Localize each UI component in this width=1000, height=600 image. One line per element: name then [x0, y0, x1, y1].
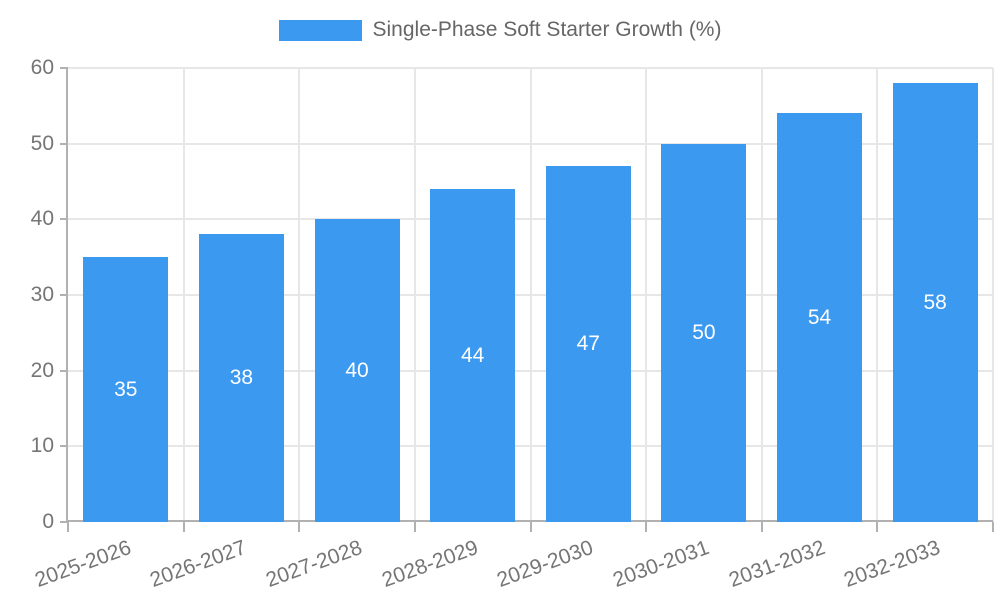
y-tick-label: 20 — [30, 358, 54, 382]
y-tick-mark — [60, 142, 68, 145]
gridline-vertical — [992, 68, 994, 522]
bar: 35 — [83, 257, 169, 522]
gridline-vertical — [413, 68, 416, 522]
y-tick-label: 40 — [30, 207, 54, 231]
bar-value-label: 38 — [229, 366, 254, 390]
x-tick-mark — [298, 522, 301, 532]
x-tick-mark — [992, 522, 994, 532]
gridline-vertical — [298, 68, 301, 522]
bar: 38 — [198, 234, 284, 522]
bar-value-label: 35 — [114, 377, 138, 401]
y-tick-mark — [60, 369, 68, 372]
bar: 58 — [892, 83, 978, 522]
x-tick-mark — [760, 522, 763, 532]
y-tick-mark — [60, 218, 68, 221]
bar-value-label: 44 — [461, 343, 485, 367]
x-axis-line — [68, 520, 993, 522]
x-tick-mark — [645, 522, 648, 532]
bar-value-label: 40 — [345, 358, 369, 382]
gridline-vertical — [876, 68, 879, 522]
x-tick-mark — [182, 522, 185, 532]
bar: 44 — [430, 189, 516, 522]
x-tick-mark — [876, 522, 879, 532]
bar: 50 — [661, 143, 747, 522]
x-tick-mark — [67, 522, 69, 532]
y-tick-label: 0 — [42, 510, 54, 533]
y-tick-label: 10 — [30, 434, 54, 458]
gridline-vertical — [182, 68, 185, 522]
legend-label: Single-Phase Soft Starter Growth (%) — [372, 18, 722, 41]
y-tick-mark — [60, 445, 68, 448]
y-tick-label: 50 — [30, 131, 54, 155]
gridline-vertical — [760, 68, 763, 522]
legend-item[interactable]: Single-Phase Soft Starter Growth (%) — [0, 17, 1000, 43]
gridline-vertical — [645, 68, 648, 522]
bar-value-label: 47 — [576, 332, 600, 356]
bar-value-label: 58 — [923, 290, 947, 314]
bar: 40 — [314, 219, 400, 522]
y-tick-label: 30 — [30, 283, 54, 306]
x-tick-mark — [529, 522, 532, 532]
x-tick-mark — [413, 522, 416, 532]
bar: 54 — [777, 113, 863, 522]
gridline-vertical — [529, 68, 532, 522]
bar-value-label: 54 — [807, 305, 832, 329]
bar: 47 — [545, 166, 631, 522]
legend-swatch-icon — [278, 19, 362, 41]
y-axis-line — [66, 68, 68, 522]
y-tick-mark — [60, 67, 68, 69]
y-tick-mark — [60, 521, 68, 523]
y-tick-label: 60 — [30, 56, 54, 79]
bar-value-label: 50 — [692, 320, 716, 344]
y-tick-mark — [60, 294, 68, 296]
